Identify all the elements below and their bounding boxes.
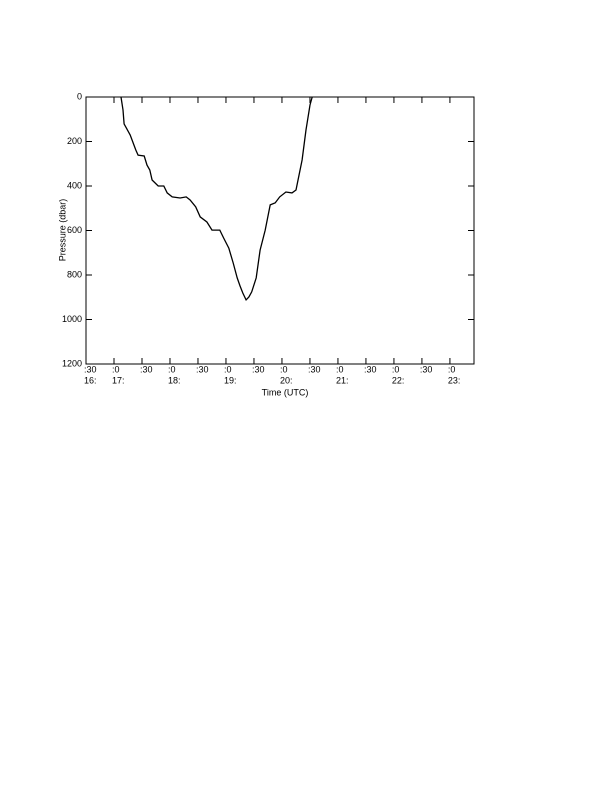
y-tick-label: 600	[67, 225, 82, 235]
x-hour-label: 17:	[112, 375, 125, 385]
x-hour-label: 22:	[392, 375, 405, 385]
x-hour-label: 21:	[336, 375, 349, 385]
x-tick-label: :0	[280, 364, 288, 374]
x-tick-label: :30	[140, 364, 153, 374]
x-axis-label: Time (UTC)	[262, 387, 309, 397]
x-tick-label: :30	[420, 364, 433, 374]
x-hour-label: 19:	[224, 375, 237, 385]
x-tick-label: :0	[336, 364, 344, 374]
x-tick-label: :0	[112, 364, 120, 374]
x-hour-label: 16:	[84, 375, 97, 385]
x-tick-label: :30	[308, 364, 321, 374]
x-tick-label: :30	[364, 364, 377, 374]
x-hour-label: 20:	[280, 375, 293, 385]
x-hour-label: 18:	[168, 375, 181, 385]
y-tick-label: 0	[77, 91, 82, 101]
x-tick-label: :0	[224, 364, 232, 374]
x-tick-label: :30	[196, 364, 209, 374]
y-tick-label: 200	[67, 136, 82, 146]
y-tick-label: 800	[67, 269, 82, 279]
x-tick-label: :0	[168, 364, 176, 374]
x-tick-label: :0	[448, 364, 456, 374]
y-tick-label: 400	[67, 180, 82, 190]
y-tick-label: 1000	[62, 314, 82, 324]
x-tick-label: :30	[84, 364, 97, 374]
x-tick-label: :30	[252, 364, 265, 374]
plot-frame	[85, 96, 475, 365]
y-axis-label: Pressure (dbar)	[57, 199, 67, 262]
x-hour-label: 23:	[448, 375, 461, 385]
data-line	[120, 96, 313, 302]
x-tick-label: :0	[392, 364, 400, 374]
y-tick-label: 1200	[62, 358, 82, 368]
